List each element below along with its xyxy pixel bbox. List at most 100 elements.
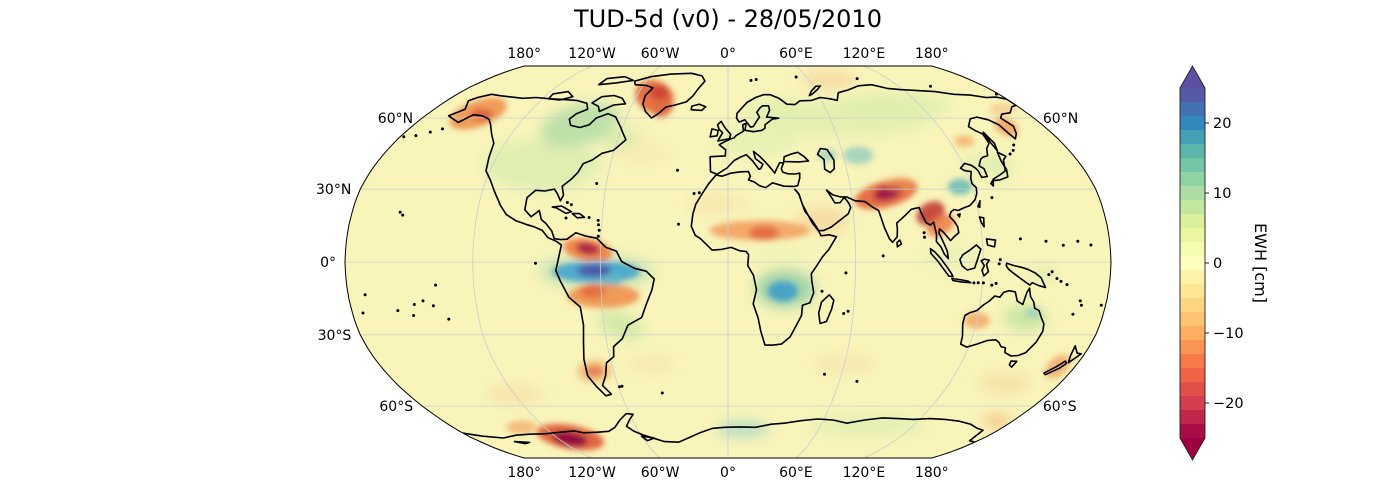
coastline <box>1067 345 1082 364</box>
island-dot <box>1061 243 1065 247</box>
island-dot <box>994 281 998 285</box>
island-dot <box>1071 312 1075 316</box>
island-dot <box>620 384 624 388</box>
island-dot <box>428 130 432 134</box>
island-dot <box>998 258 1002 262</box>
lon-label-top: 60°E <box>779 46 813 62</box>
island-dot <box>754 78 758 81</box>
island-dot <box>692 192 696 195</box>
meridian-line <box>472 66 593 458</box>
anomaly-blob <box>989 153 1011 181</box>
colorbar: 20 10 0 −10 −20 EWH [cm] <box>1179 65 1270 461</box>
anomaly-blob <box>982 414 1011 429</box>
colorbar-band <box>1180 200 1205 215</box>
island-dot <box>534 261 537 265</box>
meridian-line <box>863 66 984 458</box>
anomaly-blob <box>927 214 955 237</box>
coastline <box>782 151 810 163</box>
island-dot <box>1008 152 1012 156</box>
colorbar-band <box>1180 326 1205 341</box>
anomaly-blob <box>800 71 857 88</box>
anomaly-blob <box>506 420 537 435</box>
coastline <box>808 85 822 97</box>
anomaly-blob <box>954 135 975 147</box>
island-dot <box>677 222 680 226</box>
colorbar-band <box>1180 424 1205 439</box>
coastline <box>547 90 574 101</box>
lat-label-left: 30°S <box>318 328 352 344</box>
colorbar-bands <box>1180 88 1205 439</box>
anomaly-blob <box>626 355 675 373</box>
anomaly-blob <box>748 225 779 240</box>
anomaly-blob <box>994 117 1019 137</box>
island-dot <box>855 379 859 383</box>
colorbar-band <box>1180 158 1205 173</box>
island-dot <box>596 218 600 222</box>
colorbar-band <box>1180 410 1205 425</box>
lon-label-top: 180° <box>915 46 949 62</box>
anomaly-blob <box>540 102 619 147</box>
anomaly-washes <box>483 71 1058 438</box>
island-dot <box>412 303 416 306</box>
coastline <box>978 216 985 228</box>
island-dot <box>855 77 859 81</box>
island-dot <box>1012 143 1016 147</box>
anomaly-blob <box>579 284 606 299</box>
coastline <box>633 72 706 119</box>
colorbar-band <box>1180 396 1205 411</box>
colorbar-band <box>1180 214 1205 229</box>
colorbar-band <box>1180 298 1205 313</box>
colorbar-band <box>1180 382 1205 397</box>
meridian-line <box>599 66 661 458</box>
island-dot <box>676 168 679 172</box>
anomaly-blob <box>948 178 972 195</box>
island-dot <box>1079 303 1083 307</box>
coastline <box>709 128 719 138</box>
coastline <box>513 440 531 445</box>
coastline <box>1008 360 1018 368</box>
anomaly-blob <box>575 242 600 255</box>
coastline <box>1043 360 1068 376</box>
lon-label-top: 120°W <box>568 46 616 62</box>
island-dot <box>402 135 406 139</box>
island-dot <box>976 281 980 285</box>
lon-label-top: 60°W <box>641 46 680 62</box>
island-dot <box>820 289 824 293</box>
colorbar-band <box>1180 102 1205 117</box>
island-dot <box>929 84 932 88</box>
island-dot <box>881 254 885 258</box>
island-dot <box>412 314 416 317</box>
island-dot <box>997 262 1001 266</box>
colorbar-band <box>1180 186 1205 201</box>
island-dot <box>972 281 976 285</box>
colorbar-tick-label: −20 <box>1213 396 1244 412</box>
island-dot <box>1011 148 1015 152</box>
island-dot <box>363 293 367 297</box>
anomaly-blob <box>597 310 644 340</box>
island-dot <box>587 216 591 219</box>
island-dot <box>1044 239 1048 243</box>
lat-label-left: 0° <box>320 255 336 271</box>
anomaly-blob <box>1027 267 1058 282</box>
coastline <box>716 120 732 142</box>
lon-label-bottom: 60°E <box>779 465 813 481</box>
colorbar-band <box>1180 144 1205 159</box>
island-dot <box>749 78 753 82</box>
map-boundary <box>344 65 1112 459</box>
island-dot <box>990 283 994 287</box>
lon-label-bottom: 180° <box>915 465 949 481</box>
anomaly-blob <box>483 138 600 191</box>
colorbar-band <box>1180 284 1205 299</box>
lon-label-bottom: 60°W <box>641 465 680 481</box>
coastline <box>896 239 903 248</box>
coastline <box>597 75 635 86</box>
island-dot <box>596 234 600 238</box>
colorbar-band <box>1180 312 1205 327</box>
colorbar-arrow-top <box>1180 66 1205 88</box>
lat-label-left: 60°S <box>379 399 413 415</box>
island-dot <box>1050 270 1054 274</box>
lon-label-bottom: 120°E <box>843 465 886 481</box>
map-inner <box>345 66 1111 458</box>
coastline <box>551 205 573 215</box>
island-dot <box>421 299 425 303</box>
